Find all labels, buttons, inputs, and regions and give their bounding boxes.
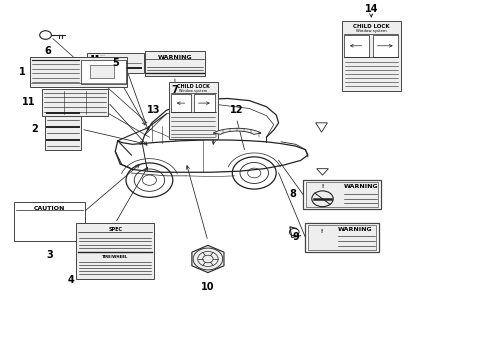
FancyBboxPatch shape: [14, 202, 85, 241]
Polygon shape: [315, 123, 327, 132]
FancyBboxPatch shape: [144, 51, 205, 76]
Text: 10: 10: [201, 282, 214, 292]
Text: CHILD LOCK: CHILD LOCK: [177, 85, 209, 90]
Text: ■ ■ ·····: ■ ■ ·····: [91, 54, 105, 58]
FancyBboxPatch shape: [344, 35, 368, 57]
Text: Window system: Window system: [355, 29, 386, 33]
FancyBboxPatch shape: [44, 108, 81, 150]
FancyBboxPatch shape: [87, 53, 143, 73]
FancyBboxPatch shape: [303, 180, 380, 209]
Text: 1: 1: [19, 67, 26, 77]
Polygon shape: [213, 128, 261, 134]
FancyBboxPatch shape: [170, 94, 191, 112]
FancyBboxPatch shape: [30, 57, 127, 87]
Text: 13: 13: [146, 105, 160, 115]
Text: 4: 4: [68, 275, 75, 285]
Text: 9: 9: [292, 233, 299, 243]
Polygon shape: [191, 246, 224, 273]
FancyBboxPatch shape: [81, 60, 125, 84]
FancyBboxPatch shape: [89, 65, 114, 78]
FancyBboxPatch shape: [76, 223, 154, 279]
FancyBboxPatch shape: [168, 82, 217, 139]
Text: Window system: Window system: [179, 89, 207, 93]
FancyBboxPatch shape: [42, 89, 108, 116]
FancyBboxPatch shape: [372, 35, 397, 57]
Text: 11: 11: [22, 98, 36, 107]
Text: SPEC: SPEC: [108, 228, 122, 233]
Polygon shape: [316, 169, 328, 175]
FancyBboxPatch shape: [305, 223, 378, 252]
Text: 2: 2: [31, 124, 38, 134]
Text: WARNING: WARNING: [337, 228, 371, 233]
Text: !: !: [321, 184, 323, 189]
Text: 14: 14: [364, 4, 377, 14]
Text: WARNING: WARNING: [158, 55, 192, 60]
FancyBboxPatch shape: [341, 21, 400, 91]
FancyBboxPatch shape: [308, 225, 375, 250]
Text: 5: 5: [112, 58, 119, 68]
FancyBboxPatch shape: [194, 94, 214, 112]
Text: CAUTION: CAUTION: [34, 206, 65, 211]
FancyBboxPatch shape: [305, 182, 377, 207]
Text: 6: 6: [44, 46, 51, 56]
Text: CHILD LOCK: CHILD LOCK: [352, 24, 389, 29]
Text: WARNING: WARNING: [343, 184, 377, 189]
Text: !: !: [320, 229, 322, 234]
Text: TIRE/WHEEL: TIRE/WHEEL: [102, 255, 128, 260]
Text: 3: 3: [46, 250, 53, 260]
Text: 8: 8: [289, 189, 296, 199]
Text: 12: 12: [230, 104, 244, 114]
Text: 7: 7: [171, 85, 178, 95]
